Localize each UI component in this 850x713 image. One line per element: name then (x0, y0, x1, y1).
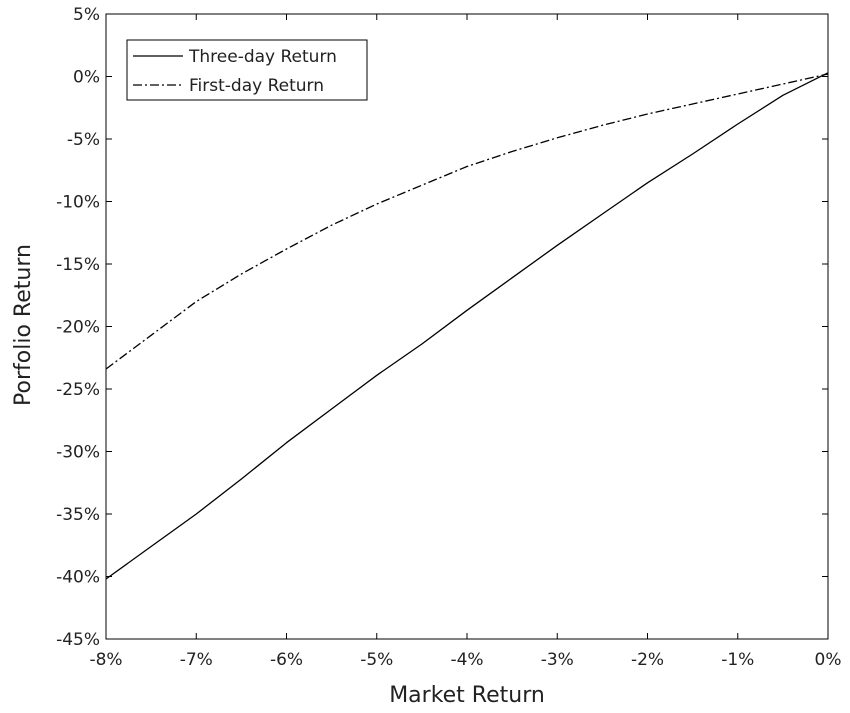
y-tick-label: 0% (73, 68, 100, 88)
legend-box (126, 39, 368, 101)
y-tick-label: 5% (73, 5, 100, 25)
series-first-day-line (105, 73, 829, 370)
y-tick-label: -40% (56, 568, 100, 588)
series-three-day-line (105, 72, 829, 580)
x-tick-label: -5% (360, 650, 393, 670)
x-tick-label: -8% (89, 650, 122, 670)
x-tick-label: 0% (815, 650, 842, 670)
plot-area (105, 13, 829, 640)
y-axis-title: Porfolio Return (11, 244, 36, 406)
y-tick-label: -15% (56, 255, 100, 275)
y-tick-label: -20% (56, 318, 100, 338)
series-layer (105, 72, 829, 580)
legend: Three-day Return First-day Return (126, 39, 368, 101)
y-tick-label: -10% (56, 193, 100, 213)
x-tick-label: -1% (721, 650, 754, 670)
x-axis-title: Market Return (389, 683, 545, 708)
x-axis: -8% -7% -6% -5% -4% -3% -2% -1% 0% (89, 14, 841, 670)
y-tick-label: -45% (56, 630, 100, 650)
y-tick-label: -5% (67, 130, 100, 150)
y-axis: 5% 0% -5% -10% -15% -20% -25% -30% -35% -40% -45% (56, 5, 828, 650)
plot-frame (105, 13, 829, 640)
y-tick-label: -25% (56, 380, 100, 400)
x-tick-label: -7% (180, 650, 213, 670)
legend-label-three-day: Three-day Return (188, 47, 337, 67)
x-tick-label: -2% (631, 650, 664, 670)
x-tick-label: -4% (450, 650, 483, 670)
y-tick-label: -30% (56, 443, 100, 463)
y-tick-label: -35% (56, 505, 100, 525)
x-tick-label: -6% (270, 650, 303, 670)
x-tick-label: -3% (541, 650, 574, 670)
legend-label-first-day: First-day Return (189, 76, 324, 96)
